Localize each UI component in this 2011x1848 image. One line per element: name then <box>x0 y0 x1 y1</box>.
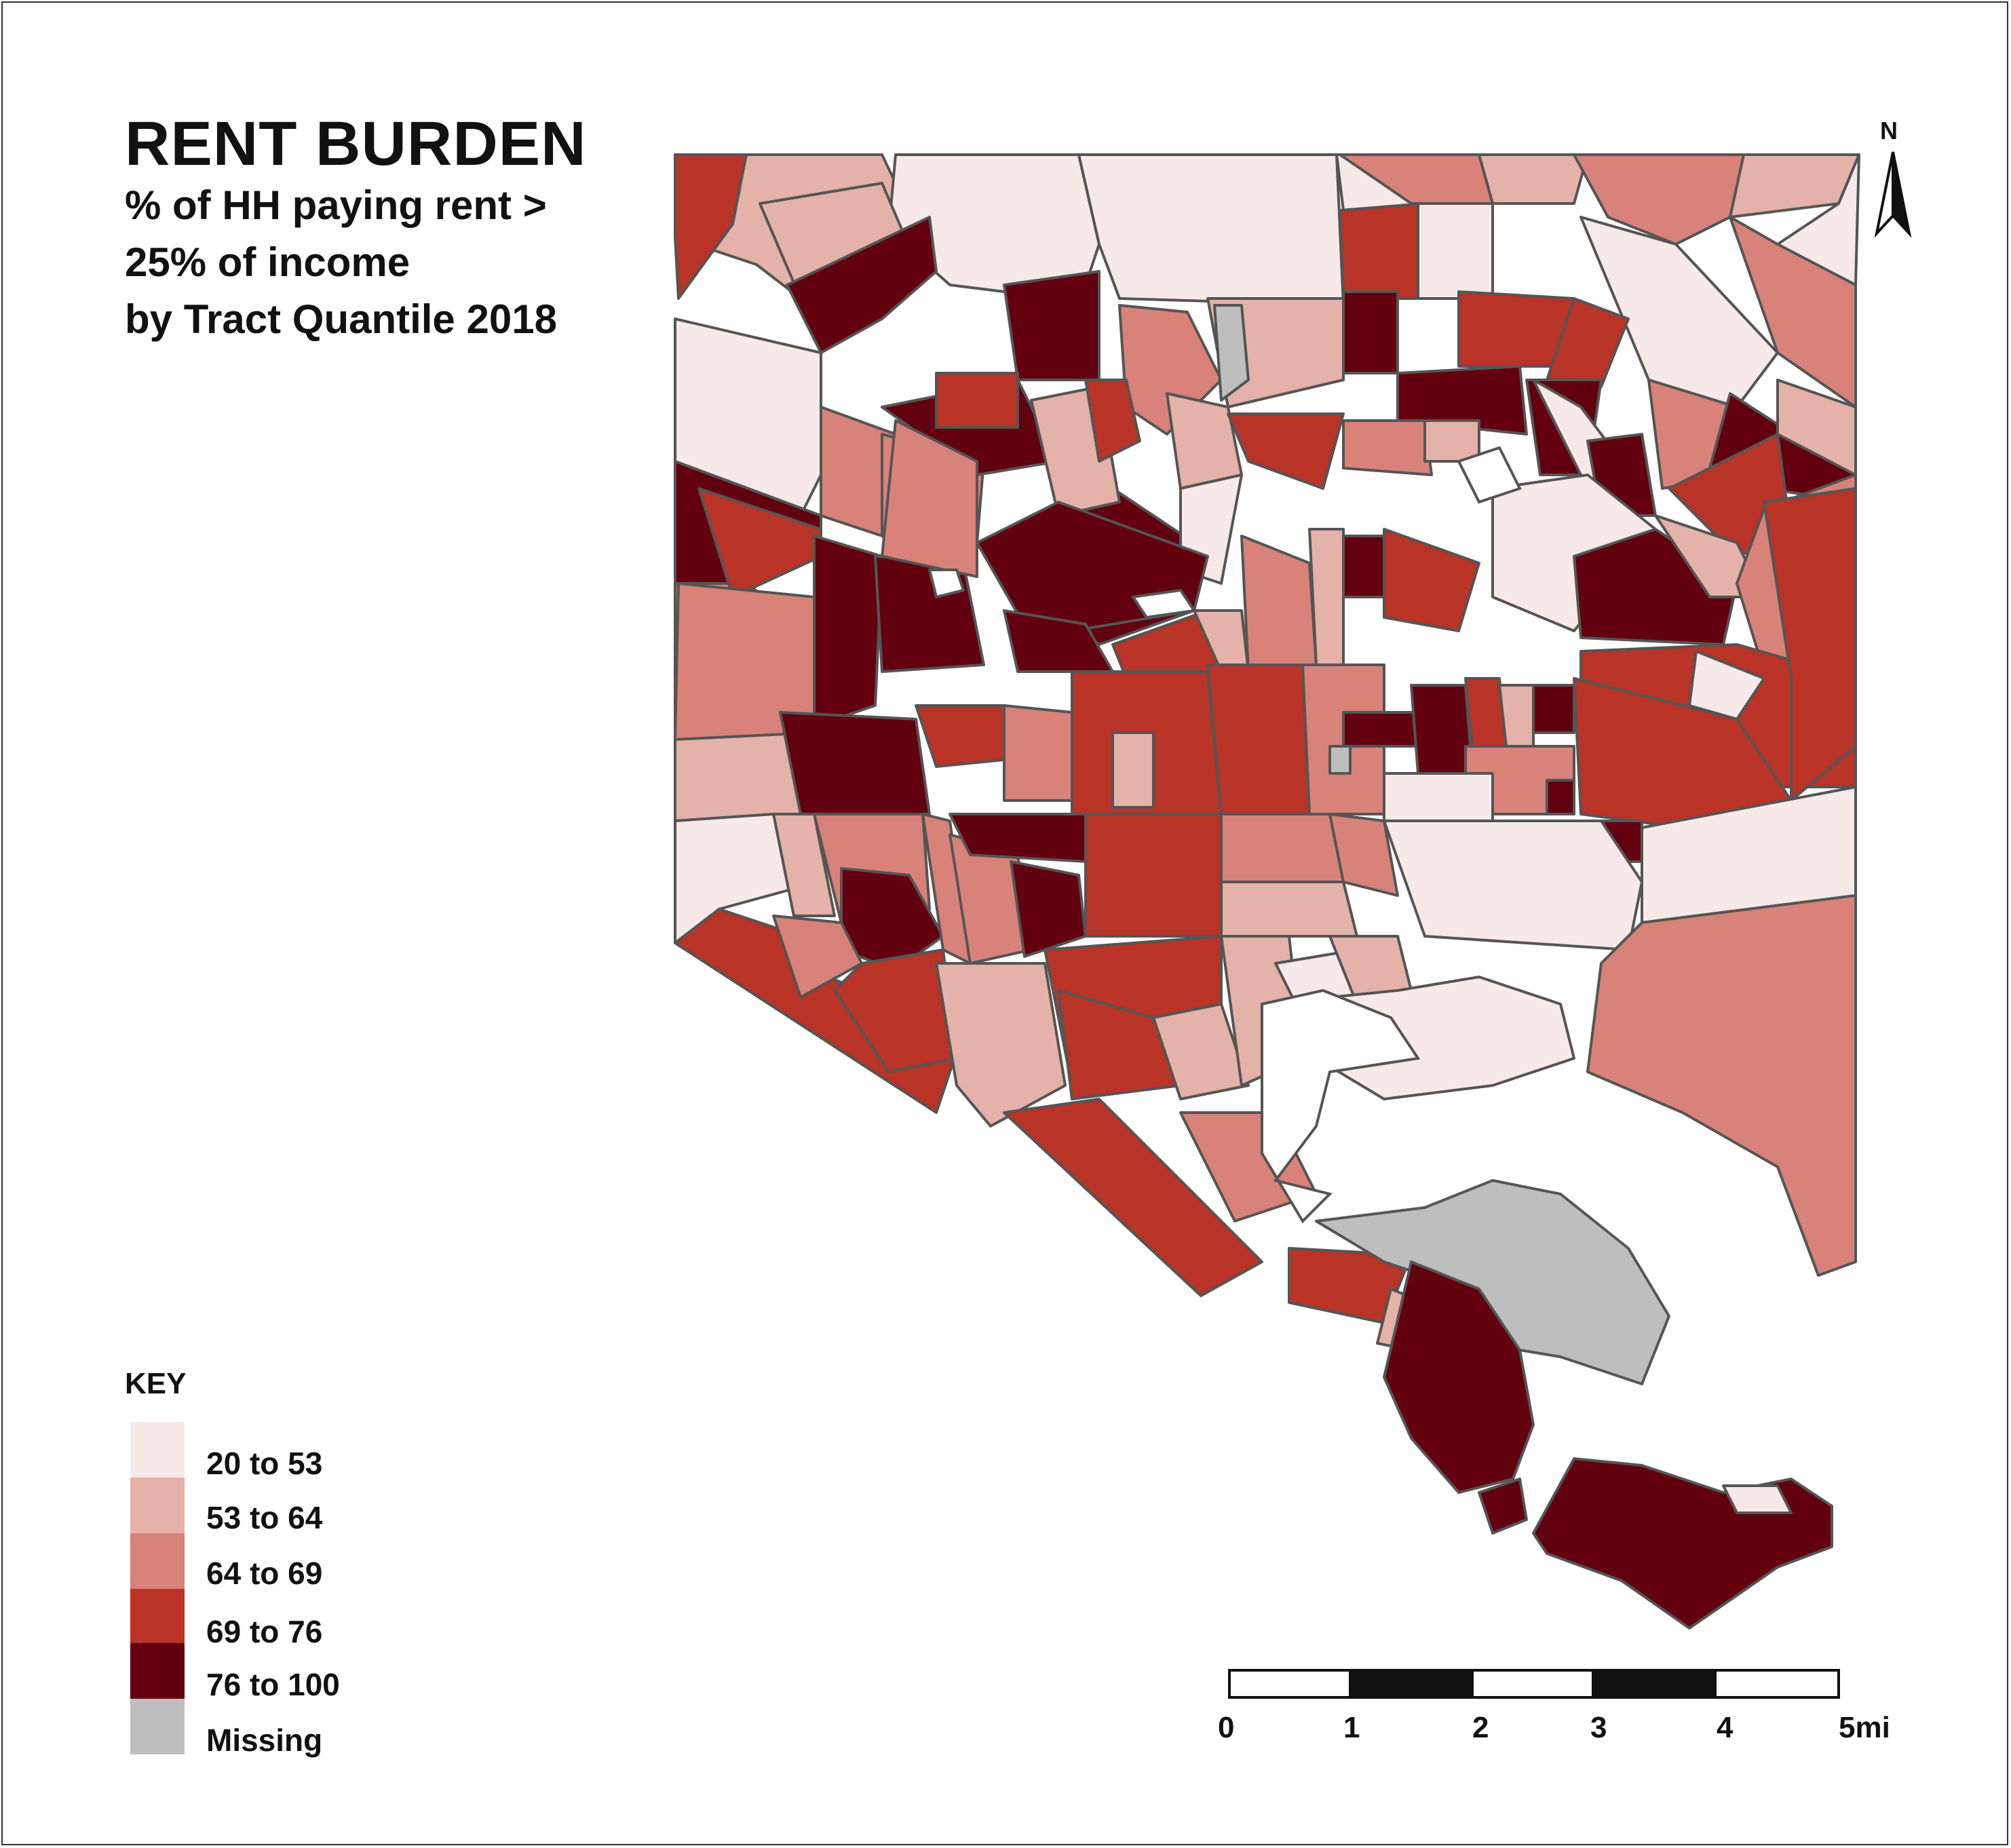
scale-tick-label: 0 <box>1218 1711 1235 1744</box>
tract <box>1546 779 1575 815</box>
map-subtitle-line-2: 25% of income <box>125 239 410 285</box>
tract <box>1003 270 1100 381</box>
tract <box>779 711 931 815</box>
tract <box>1396 365 1528 436</box>
scale-bar <box>1228 1669 1840 1699</box>
key-swatch <box>130 1643 185 1699</box>
tract <box>1084 379 1141 463</box>
tract <box>1579 216 1779 408</box>
key-title: KEY <box>125 1367 187 1400</box>
tract <box>1722 1484 1793 1514</box>
tract <box>1339 202 1426 300</box>
key-label: Missing <box>206 1722 323 1758</box>
tract <box>1206 663 1311 815</box>
tract <box>674 813 795 944</box>
north-arrow-icon <box>1874 151 1912 238</box>
tract <box>1227 412 1345 490</box>
tract <box>1152 1003 1250 1100</box>
tract <box>1240 535 1318 673</box>
tract <box>1328 745 1352 775</box>
tract <box>674 153 748 300</box>
key-label: 53 to 64 <box>206 1500 323 1535</box>
tract <box>1383 772 1494 822</box>
north-label: N <box>1880 117 1898 145</box>
tract <box>1342 535 1385 598</box>
reservoir <box>1457 446 1522 504</box>
tract <box>1478 153 1589 205</box>
reservoir <box>927 569 965 599</box>
harbor-water <box>1261 988 1421 1224</box>
tract <box>1084 813 1223 938</box>
tract <box>1586 894 1857 1277</box>
tract <box>1220 881 1358 938</box>
tract <box>1010 860 1087 958</box>
tract <box>813 535 883 727</box>
key-label: 20 to 53 <box>206 1446 323 1481</box>
key-swatch <box>130 1533 185 1589</box>
tract <box>1308 528 1345 666</box>
tract <box>1410 684 1474 775</box>
scale-tick-label: 1 <box>1343 1711 1360 1744</box>
tract <box>674 317 822 517</box>
scale-tick-label: 4 <box>1717 1711 1734 1744</box>
tract <box>1383 528 1480 632</box>
key-swatch <box>130 1589 185 1644</box>
tract <box>915 704 1006 768</box>
tract <box>1383 820 1643 951</box>
tract <box>1573 153 1745 246</box>
key-label: 76 to 100 <box>206 1667 340 1702</box>
tract <box>833 948 958 1073</box>
tract <box>1003 704 1073 802</box>
tract <box>935 372 1019 429</box>
tract <box>1342 290 1399 374</box>
key-swatch <box>130 1422 185 1478</box>
key-swatch <box>130 1478 185 1533</box>
scale-tick-label: 5mi <box>1839 1711 1890 1744</box>
reservoir <box>1130 588 1197 619</box>
tract <box>949 813 1087 863</box>
tract <box>786 216 938 354</box>
scale-tick-label: 2 <box>1472 1711 1489 1744</box>
key-label: 69 to 76 <box>206 1614 323 1649</box>
tract <box>881 419 978 578</box>
map-title: RENT BURDEN <box>125 109 587 178</box>
tract <box>1003 1098 1263 1297</box>
scale-tick-label: 3 <box>1590 1711 1607 1744</box>
tract <box>1417 202 1494 300</box>
key-swatch <box>130 1699 185 1754</box>
tract <box>935 962 1067 1128</box>
key-label: 64 to 69 <box>206 1556 323 1591</box>
tract <box>1478 1478 1528 1535</box>
tract <box>1111 731 1155 809</box>
tract <box>1423 419 1480 463</box>
tract <box>1532 684 1575 734</box>
tract <box>1532 1457 1833 1630</box>
tract <box>1213 304 1250 402</box>
tract <box>1328 813 1399 897</box>
tract <box>1383 1260 1535 1494</box>
map-subtitle-line-3: by Tract Quantile 2018 <box>125 296 557 342</box>
map-subtitle-line-1: % of HH paying rent > <box>125 182 547 228</box>
tract <box>1763 487 1857 802</box>
tract <box>1342 419 1433 476</box>
tract <box>1729 216 1857 408</box>
tract <box>1498 684 1535 748</box>
tract <box>1077 153 1345 307</box>
